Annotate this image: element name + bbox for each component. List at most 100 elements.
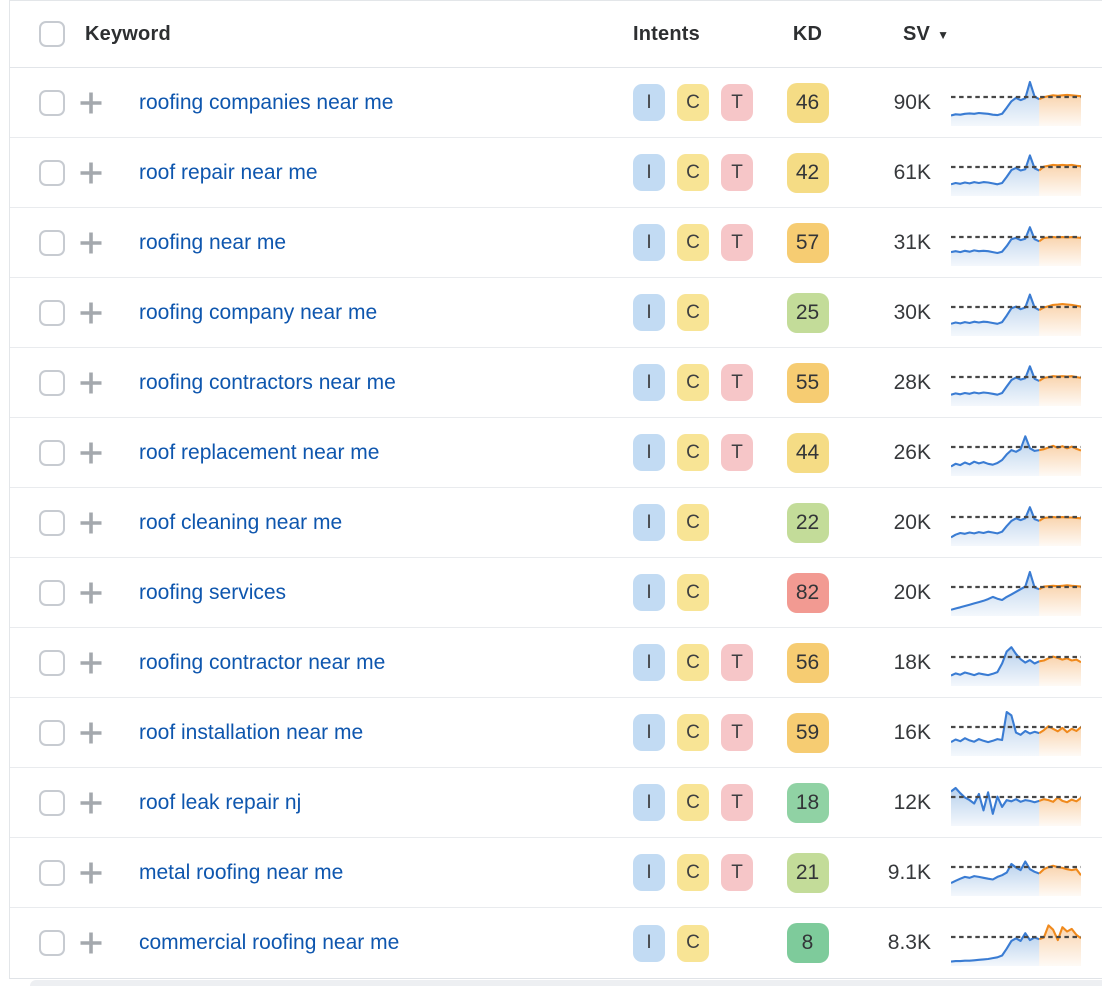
keyword-link[interactable]: roof repair near me — [139, 160, 318, 184]
plus-icon — [80, 512, 102, 533]
intent-badge-c: C — [677, 434, 709, 471]
keyword-link[interactable]: roofing contractor near me — [139, 650, 386, 674]
row-checkbox[interactable] — [39, 299, 65, 326]
plus-icon — [80, 372, 102, 393]
add-keyword-button[interactable] — [78, 440, 104, 466]
intent-badge-i: I — [633, 924, 665, 962]
trend-sparkline — [931, 558, 1102, 627]
kd-badge: 22 — [786, 502, 829, 543]
column-header-kd[interactable]: KD — [792, 22, 823, 45]
plus-icon — [80, 932, 102, 954]
select-all-checkbox[interactable] — [39, 21, 65, 47]
intent-badge-c: C — [677, 154, 709, 191]
intent-badge-c: C — [677, 224, 709, 261]
plus-icon — [80, 232, 102, 253]
add-keyword-button[interactable] — [78, 930, 104, 956]
add-keyword-button[interactable] — [78, 90, 104, 116]
add-keyword-button[interactable] — [78, 720, 104, 746]
intent-badge-c: C — [677, 504, 709, 541]
trend-sparkline — [931, 348, 1102, 417]
kd-badge: 55 — [786, 362, 829, 403]
keyword-link[interactable]: roof replacement near me — [139, 440, 380, 464]
row-checkbox[interactable] — [39, 509, 65, 536]
column-header-intents[interactable]: Intents — [633, 22, 700, 45]
add-keyword-button[interactable] — [78, 160, 104, 186]
trend-sparkline — [931, 838, 1102, 907]
keyword-link[interactable]: metal roofing near me — [139, 860, 344, 884]
add-keyword-button[interactable] — [78, 790, 104, 816]
row-checkbox[interactable] — [39, 789, 65, 816]
column-header-keyword[interactable]: Keyword — [85, 22, 171, 45]
sort-desc-icon: ▼ — [937, 28, 949, 42]
sv-value: 26K — [893, 440, 931, 464]
add-keyword-button[interactable] — [78, 580, 104, 606]
row-checkbox[interactable] — [39, 930, 65, 956]
column-header-sv[interactable]: SV ▼ — [903, 23, 949, 46]
keyword-link[interactable]: commercial roofing near me — [139, 931, 400, 954]
add-keyword-button[interactable] — [78, 300, 104, 326]
intent-badge-i: I — [633, 854, 665, 891]
row-checkbox[interactable] — [39, 859, 65, 886]
add-keyword-button[interactable] — [78, 650, 104, 676]
keyword-link[interactable]: roofing services — [139, 580, 287, 604]
keyword-link[interactable]: roof installation near me — [139, 720, 364, 744]
intent-badge-c: C — [677, 714, 709, 751]
row-checkbox[interactable] — [39, 579, 65, 606]
kd-badge: 57 — [786, 222, 829, 263]
row-checkbox[interactable] — [39, 229, 65, 256]
kd-badge: 21 — [786, 852, 829, 893]
add-keyword-button[interactable] — [78, 510, 104, 536]
sv-value: 12K — [893, 790, 931, 814]
add-keyword-button[interactable] — [78, 230, 104, 256]
intent-badge-t: T — [721, 784, 753, 821]
kd-badge: 44 — [786, 432, 829, 473]
intent-badge-t: T — [721, 434, 753, 471]
keyword-link[interactable]: roofing company near me — [139, 300, 378, 324]
keyword-link[interactable]: roof cleaning near me — [139, 510, 343, 534]
row-checkbox[interactable] — [39, 439, 65, 466]
plus-icon — [80, 792, 102, 813]
kd-badge: 42 — [786, 152, 829, 193]
kd-badge: 59 — [786, 712, 829, 753]
intent-badge-i: I — [633, 224, 665, 261]
kd-badge: 82 — [786, 572, 829, 613]
keyword-link[interactable]: roofing contractors near me — [139, 370, 396, 394]
intent-badge-i: I — [633, 154, 665, 191]
add-keyword-button[interactable] — [78, 370, 104, 396]
sv-value: 20K — [893, 580, 931, 604]
plus-icon — [80, 862, 102, 883]
sv-value: 8.3K — [887, 931, 931, 954]
row-checkbox[interactable] — [39, 719, 65, 746]
row-checkbox[interactable] — [39, 159, 65, 186]
sv-value: 61K — [893, 160, 931, 184]
plus-icon — [80, 92, 102, 113]
intent-badge-c: C — [677, 784, 709, 821]
keyword-link[interactable]: roofing near me — [139, 230, 287, 254]
intent-badge-t: T — [721, 854, 753, 891]
keyword-link[interactable]: roofing companies near me — [139, 90, 394, 114]
row-checkbox[interactable] — [39, 89, 65, 116]
sv-header-label: SV — [903, 22, 931, 45]
add-keyword-button[interactable] — [78, 860, 104, 886]
row-checkbox[interactable] — [39, 369, 65, 396]
keyword-table: Keyword Intents KD SV ▼ — [9, 0, 1102, 979]
kd-badge: 56 — [786, 642, 829, 683]
intent-badge-c: C — [677, 644, 709, 681]
trend-sparkline — [931, 68, 1102, 137]
sv-value: 18K — [893, 650, 931, 674]
row-checkbox[interactable] — [39, 649, 65, 676]
trend-sparkline — [931, 418, 1102, 487]
keyword-link[interactable]: roof leak repair nj — [139, 790, 302, 814]
kd-badge: 46 — [786, 82, 829, 123]
